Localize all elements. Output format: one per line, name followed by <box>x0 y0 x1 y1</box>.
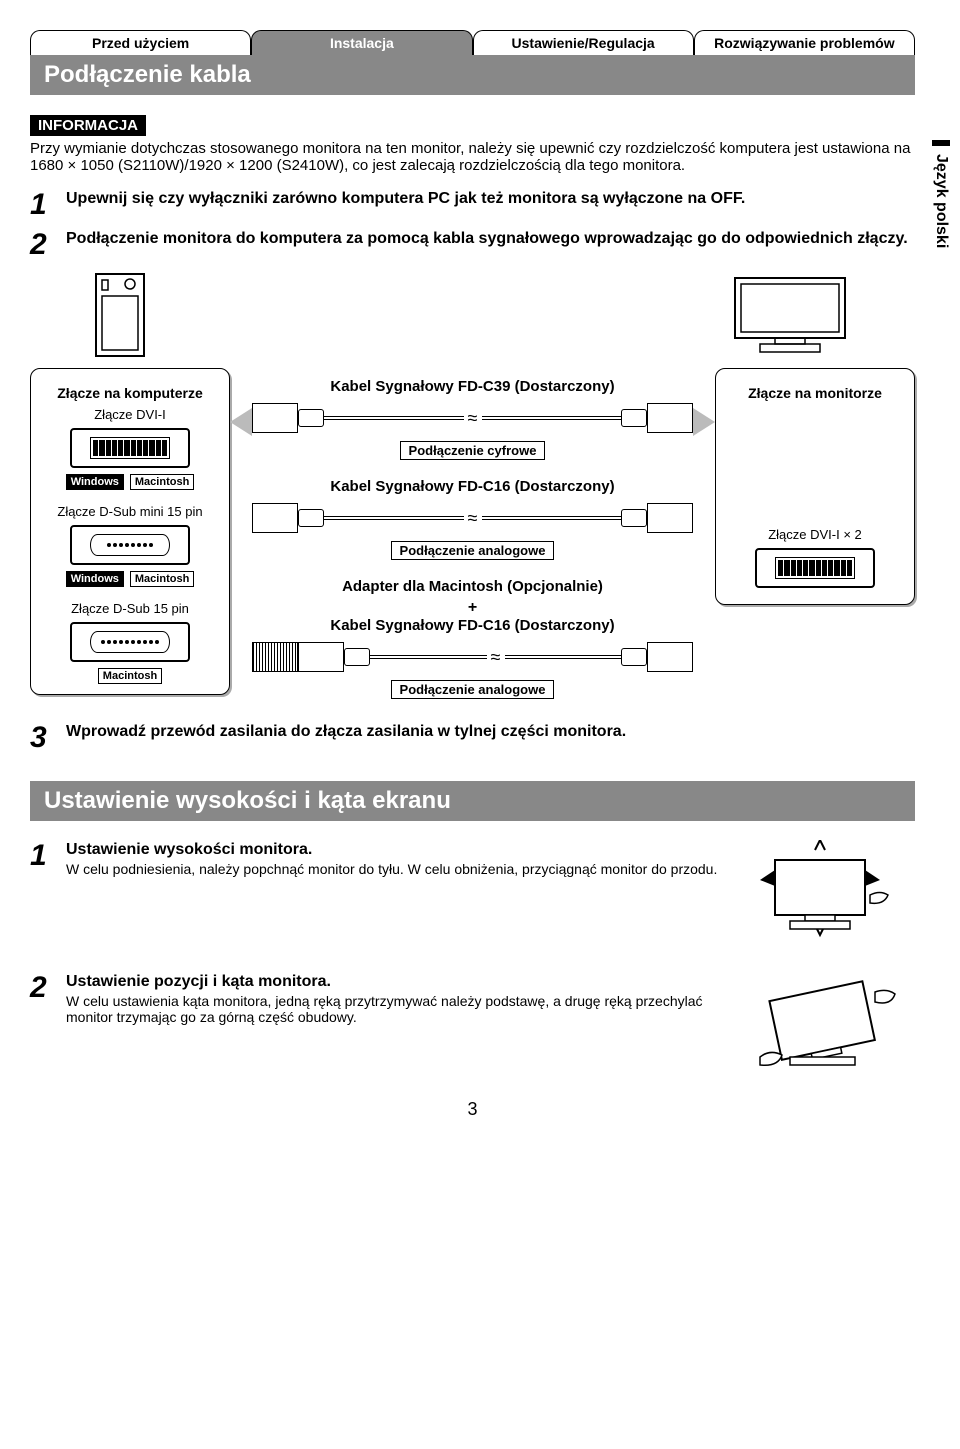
cable-fdc16-2-label: Kabel Sygnałowy FD-C16 (Dostarczony) <box>252 617 693 634</box>
connection-diagram: Złącze na komputerze Złącze DVI-I Window… <box>30 368 915 717</box>
section-screen-adjust: Ustawienie wysokości i kąta ekranu <box>30 781 915 821</box>
adjust-step-2-number: 2 <box>30 973 56 1067</box>
step-3: 3 Wprowadź przewód zasilania do złącza z… <box>30 723 915 753</box>
tab-adjustment[interactable]: Ustawienie/Regulacja <box>473 30 694 55</box>
side-language-label: Język polski <box>932 140 950 248</box>
dvi-i-x2-label: Złącze DVI-I × 2 <box>724 527 906 542</box>
arrow-left-icon <box>230 408 252 436</box>
monitor-height-icon <box>735 835 915 945</box>
analog-connection-label-2: Podłączenie analogowe <box>391 680 555 699</box>
plus-sign: + <box>252 599 693 617</box>
cable-fdc39-icon: ≈ <box>252 399 693 437</box>
monitor-icon <box>725 270 855 360</box>
cable-fdc39-label: Kabel Sygnałowy FD-C39 (Dostarczony) <box>252 378 693 395</box>
arrow-right-icon <box>693 408 715 436</box>
dvi-i-label: Złącze DVI-I <box>39 407 221 422</box>
dvi-port-icon <box>70 428 190 468</box>
os-mac-tag-3: Macintosh <box>98 668 162 684</box>
cable-column: Kabel Sygnałowy FD-C39 (Dostarczony) ≈ P… <box>252 368 693 717</box>
computer-connector-panel: Złącze na komputerze Złącze DVI-I Window… <box>30 368 230 695</box>
step-2-number: 2 <box>30 230 56 260</box>
monitor-connector-title: Złącze na monitorze <box>724 385 906 401</box>
dsub-15-port-icon <box>70 622 190 662</box>
adjust-step-1-number: 1 <box>30 841 56 935</box>
analog-connection-label: Podłączenie analogowe <box>391 541 555 560</box>
page-number: 3 <box>30 1099 915 1120</box>
tab-installation[interactable]: Instalacja <box>251 30 472 55</box>
adjust-step-2-text: W celu ustawienia kąta monitora, jedną r… <box>66 993 719 1025</box>
cable-fdc16-icon: ≈ <box>252 499 693 537</box>
step-1-text: Upewnij się czy wyłączniki zarówno kompu… <box>66 190 915 220</box>
digital-connection-label: Podłączenie cyfrowe <box>400 441 546 460</box>
tab-before-use[interactable]: Przed użyciem <box>30 30 251 55</box>
monitor-connector-panel: Złącze na monitorze Złącze DVI-I × 2 <box>715 368 915 605</box>
step-3-number: 3 <box>30 723 56 753</box>
step-2-text: Podłączenie monitora do komputera za pom… <box>66 230 915 260</box>
os-windows-tag-2: Windows <box>66 571 124 587</box>
nav-tabs: Przed użyciem Instalacja Ustawienie/Regu… <box>30 30 915 55</box>
info-text: Przy wymianie dotychczas stosowanego mon… <box>30 140 915 174</box>
os-windows-tag: Windows <box>66 474 124 490</box>
cable-fdc16-2-icon: ≈ <box>252 638 693 676</box>
step-1: 1 Upewnij się czy wyłączniki zarówno kom… <box>30 190 915 220</box>
os-mac-tag-2: Macintosh <box>130 571 194 587</box>
cable-fdc16-label: Kabel Sygnałowy FD-C16 (Dostarczony) <box>252 478 693 495</box>
adjust-step-1-text: W celu podniesienia, należy popchnąć mon… <box>66 861 719 877</box>
dsub-mini-port-icon <box>70 525 190 565</box>
adjust-step-1-title: Ustawienie wysokości monitora. <box>66 841 719 859</box>
step-2: 2 Podłączenie monitora do komputera za p… <box>30 230 915 260</box>
dsub-15-label: Złącze D-Sub 15 pin <box>39 601 221 616</box>
step-1-number: 1 <box>30 190 56 220</box>
info-label: INFORMACJA <box>30 115 146 136</box>
monitor-tilt-icon <box>735 967 915 1077</box>
computer-connector-title: Złącze na komputerze <box>39 385 221 401</box>
adjust-step-2-title: Ustawienie pozycji i kąta monitora. <box>66 973 719 991</box>
dsub-mini-label: Złącze D-Sub mini 15 pin <box>39 504 221 519</box>
dvi-port-monitor-icon <box>755 548 875 588</box>
section-cable-connection: Podłączenie kabla <box>30 55 915 95</box>
mac-adapter-label: Adapter dla Macintosh (Opcjonalnie) <box>252 578 693 595</box>
pc-tower-icon <box>90 270 150 360</box>
step-3-text: Wprowadź przewód zasilania do złącza zas… <box>66 723 915 753</box>
os-mac-tag: Macintosh <box>130 474 194 490</box>
tab-troubleshoot[interactable]: Rozwiązywanie problemów <box>694 30 915 55</box>
